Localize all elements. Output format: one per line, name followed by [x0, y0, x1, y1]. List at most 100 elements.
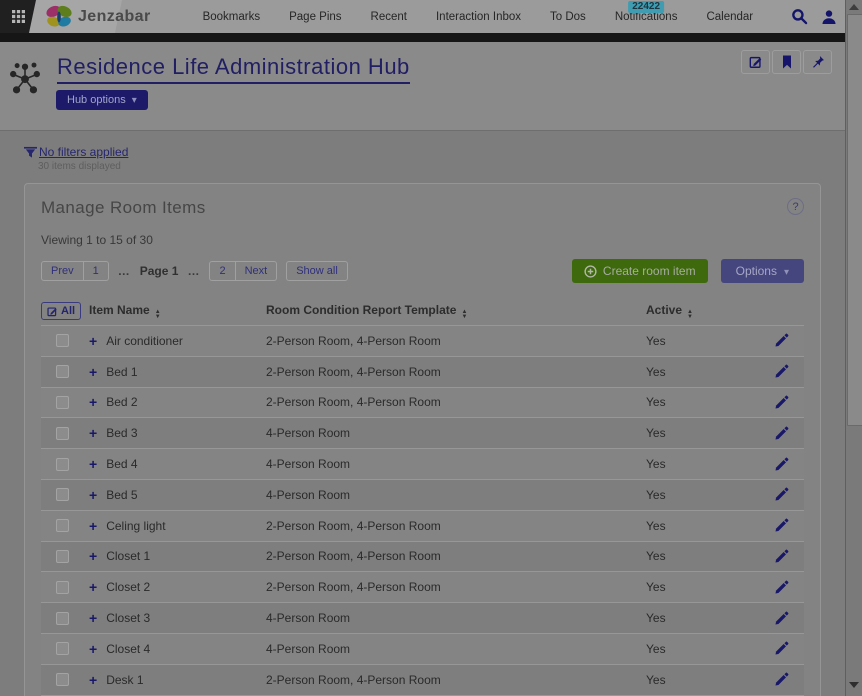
next-page-button[interactable]: Next: [235, 261, 278, 281]
row-checkbox[interactable]: [56, 426, 69, 440]
page-2-button[interactable]: 2: [209, 261, 236, 281]
item-name: Bed 5: [106, 487, 138, 502]
row-checkbox[interactable]: [56, 642, 69, 656]
brand-wordmark: Jenzabar: [78, 7, 151, 25]
items-displayed-count: 30 items displayed: [38, 161, 121, 172]
row-checkbox[interactable]: [56, 580, 69, 594]
row-checkbox[interactable]: [56, 457, 69, 471]
row-checkbox[interactable]: [56, 519, 69, 533]
scroll-down-arrow-icon[interactable]: [849, 682, 859, 688]
table-row: + Desk 1 2-Person Room, 4-Person Room Ye…: [41, 663, 804, 695]
edit-row-button[interactable]: [774, 580, 789, 595]
edit-row-button[interactable]: [774, 672, 789, 687]
page-1-button[interactable]: 1: [83, 261, 109, 281]
edit-row-button[interactable]: [774, 426, 789, 441]
table-row: + Bed 4 4-Person Room Yes: [41, 448, 804, 479]
item-name: Closet 3: [106, 611, 151, 626]
item-name: Desk 1: [106, 672, 144, 687]
row-checkbox[interactable]: [56, 395, 69, 409]
nav-item-page-pins[interactable]: Page Pins: [289, 10, 342, 23]
scroll-up-arrow-icon[interactable]: [849, 4, 859, 10]
pin-page-button[interactable]: [803, 50, 832, 74]
row-checkbox[interactable]: [56, 334, 69, 348]
nav-item-interaction-inbox[interactable]: Interaction Inbox: [435, 10, 522, 23]
select-all-button[interactable]: All: [41, 302, 82, 320]
table-row: + Bed 2 2-Person Room, 4-Person Room Yes: [41, 386, 804, 418]
report-template-cell: 2-Person Room, 4-Person Room: [266, 518, 441, 533]
edit-row-button[interactable]: [774, 641, 789, 656]
expand-plus-icon[interactable]: +: [89, 394, 98, 411]
expand-plus-icon[interactable]: +: [89, 486, 98, 503]
active-cell: Yes: [646, 549, 666, 564]
hub-molecule-icon: [7, 59, 43, 102]
row-checkbox[interactable]: [56, 611, 69, 625]
row-checkbox[interactable]: [56, 673, 69, 687]
column-header-template[interactable]: Room Condition Report Template ▲ ▼: [266, 302, 468, 320]
active-cell: Yes: [646, 672, 666, 687]
search-icon[interactable]: [791, 8, 808, 25]
expand-plus-icon[interactable]: +: [89, 610, 98, 627]
bookmark-icon: [782, 55, 791, 69]
create-room-item-button[interactable]: Create room item: [571, 259, 708, 283]
show-all-button[interactable]: Show all: [286, 261, 348, 281]
active-cell: Yes: [646, 580, 666, 595]
edit-row-button[interactable]: [774, 518, 789, 533]
jenzabar-logo[interactable]: Jenzabar: [28, 0, 161, 33]
edit-row-button[interactable]: [774, 333, 789, 348]
expand-plus-icon[interactable]: +: [89, 671, 98, 688]
nav-item-notifications[interactable]: 22422 Notifications: [615, 0, 677, 33]
edit-row-button[interactable]: [774, 549, 789, 564]
bookmark-button[interactable]: [772, 50, 801, 74]
table-row: + Bed 3 4-Person Room Yes: [41, 417, 804, 449]
page-header: Residence Life Administration Hub Hub op…: [0, 42, 845, 131]
help-button[interactable]: ?: [787, 198, 804, 215]
nav-item-recent[interactable]: Recent: [370, 10, 407, 23]
edit-row-button[interactable]: [774, 395, 789, 410]
pushpin-icon: [812, 56, 824, 68]
main-content: No filters applied 30 items displayed Ma…: [0, 131, 845, 696]
expand-plus-icon[interactable]: +: [89, 332, 98, 349]
pencil-icon: [775, 672, 788, 686]
report-template-cell: 2-Person Room, 4-Person Room: [266, 672, 441, 687]
nav-menu: Bookmarks Page Pins Recent Interaction I…: [202, 0, 754, 33]
hub-options-label: Hub options: [67, 94, 126, 106]
edit-row-button[interactable]: [774, 364, 789, 379]
expand-plus-icon[interactable]: +: [89, 363, 98, 380]
expand-plus-icon[interactable]: +: [89, 425, 98, 442]
edit-row-button[interactable]: [774, 611, 789, 626]
table-row: + Bed 5 4-Person Room Yes: [41, 478, 804, 510]
report-template-cell: 4-Person Room: [266, 457, 351, 472]
user-account-icon[interactable]: [821, 9, 837, 25]
pencil-icon: [775, 334, 788, 347]
row-checkbox[interactable]: [56, 488, 69, 502]
hub-options-button[interactable]: Hub options: [56, 90, 148, 110]
app-grid-button[interactable]: [0, 0, 36, 33]
expand-plus-icon[interactable]: +: [89, 517, 98, 534]
edit-page-button[interactable]: [741, 50, 770, 74]
caret-down-icon: [132, 94, 137, 106]
active-cell: Yes: [646, 518, 666, 533]
expand-plus-icon[interactable]: +: [89, 548, 98, 565]
column-header-item-name[interactable]: Item Name ▲ ▼: [89, 302, 161, 320]
sort-icon: ▲ ▼: [687, 308, 693, 320]
nav-item-calendar[interactable]: Calendar: [706, 10, 754, 23]
filter-funnel-icon: [24, 146, 37, 158]
no-filters-link[interactable]: No filters applied: [39, 145, 129, 159]
edit-row-button[interactable]: [774, 487, 789, 502]
expand-plus-icon[interactable]: +: [89, 579, 98, 596]
prev-page-button[interactable]: Prev: [41, 261, 84, 281]
vertical-scrollbar[interactable]: [845, 0, 862, 696]
expand-plus-icon[interactable]: +: [89, 456, 98, 473]
row-checkbox[interactable]: [56, 549, 69, 563]
table-row: + Closet 4 4-Person Room Yes: [41, 632, 804, 664]
nav-item-to-dos[interactable]: To Dos: [550, 10, 586, 23]
row-checkbox[interactable]: [56, 365, 69, 379]
column-header-active[interactable]: Active ▲ ▼: [646, 302, 693, 320]
scrollbar-thumb[interactable]: [847, 14, 862, 426]
options-button[interactable]: Options: [720, 259, 804, 283]
page-title-link[interactable]: Residence Life Administration Hub: [57, 54, 410, 84]
sort-icon: ▲ ▼: [154, 308, 161, 320]
edit-row-button[interactable]: [774, 457, 789, 472]
nav-item-bookmarks[interactable]: Bookmarks: [202, 10, 261, 23]
expand-plus-icon[interactable]: +: [89, 640, 98, 657]
